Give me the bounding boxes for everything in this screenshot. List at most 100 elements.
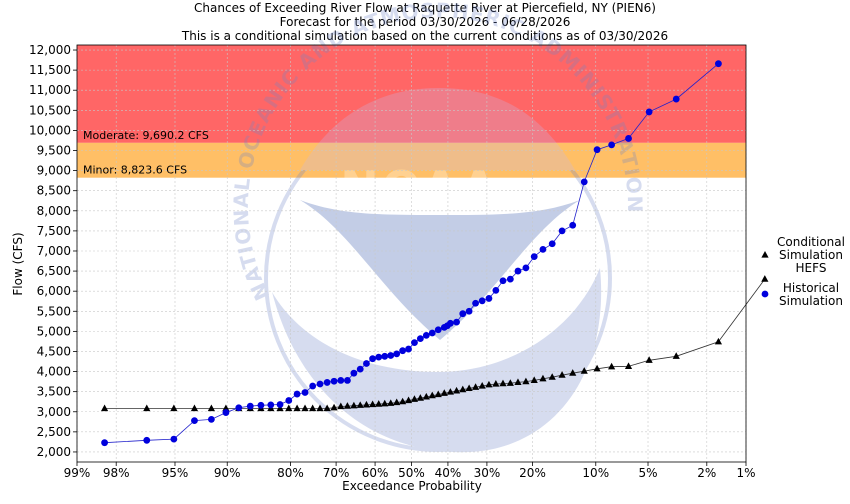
data-point bbox=[428, 329, 436, 337]
data-point bbox=[440, 389, 448, 396]
data-point bbox=[293, 390, 301, 398]
legend-label-conditional-simulation-hefs: HEFS bbox=[796, 261, 827, 275]
data-point bbox=[715, 60, 722, 68]
y-tick-label: 8,000 bbox=[37, 204, 71, 218]
chart-title-line-2: Forecast for the period 03/30/2026 - 06/… bbox=[280, 15, 571, 29]
y-tick-label: 12,000 bbox=[29, 43, 71, 57]
data-point bbox=[375, 400, 383, 407]
data-point bbox=[285, 397, 293, 404]
data-point bbox=[411, 339, 418, 347]
y-tick-label: 4,000 bbox=[37, 365, 71, 379]
watermark-gull-icon bbox=[300, 200, 580, 340]
data-point bbox=[362, 400, 371, 408]
data-point bbox=[608, 141, 616, 149]
data-point bbox=[337, 377, 345, 384]
data-point bbox=[714, 337, 723, 345]
y-tick-label: 11,000 bbox=[29, 83, 71, 97]
data-point bbox=[381, 399, 389, 407]
data-point bbox=[143, 404, 151, 412]
data-point bbox=[485, 295, 493, 302]
data-point bbox=[143, 436, 151, 444]
y-tick-label: 5,000 bbox=[37, 324, 71, 338]
y-tick-label: 7,000 bbox=[37, 244, 71, 258]
data-point bbox=[625, 135, 632, 142]
data-point bbox=[309, 382, 317, 390]
data-point bbox=[465, 307, 473, 315]
data-point bbox=[387, 352, 395, 359]
y-tick-label: 9,500 bbox=[37, 144, 71, 158]
data-point bbox=[672, 95, 680, 103]
data-point bbox=[405, 345, 412, 353]
data-point bbox=[530, 376, 538, 384]
data-point bbox=[222, 404, 230, 412]
x-tick-label: 40% bbox=[435, 466, 462, 480]
flood-stage-labels: Moderate: 9,690.2 CFS Minor: 8,823.6 CFS bbox=[83, 129, 209, 177]
data-point bbox=[539, 245, 547, 253]
data-point bbox=[369, 400, 377, 408]
data-point bbox=[446, 388, 454, 395]
data-point bbox=[369, 355, 377, 363]
data-point bbox=[422, 331, 430, 339]
x-tick-label: 98% bbox=[103, 466, 130, 480]
legend-label-historical-simulation: Historical bbox=[783, 281, 839, 295]
legend-label-historical-simulation: Simulation bbox=[779, 294, 843, 308]
data-point bbox=[506, 275, 514, 283]
data-point bbox=[478, 382, 486, 389]
data-point bbox=[100, 404, 109, 412]
data-point bbox=[593, 146, 601, 154]
data-point bbox=[514, 267, 522, 275]
data-point bbox=[301, 404, 309, 412]
data-point bbox=[593, 364, 601, 372]
data-point bbox=[323, 379, 331, 386]
chart-title-line-1: Chances of Exceeding River Flow at Raque… bbox=[194, 1, 656, 15]
x-tick-label: 10% bbox=[582, 466, 609, 480]
data-point bbox=[580, 367, 588, 374]
data-point bbox=[375, 353, 383, 361]
data-point bbox=[399, 347, 407, 355]
x-tick-label: 99% bbox=[64, 466, 91, 480]
y-tick-label: 5,500 bbox=[37, 304, 71, 318]
x-tick-label: 20% bbox=[519, 466, 546, 480]
data-point bbox=[446, 319, 454, 327]
data-point bbox=[399, 397, 407, 405]
data-point bbox=[191, 417, 198, 425]
x-tick-label: 5% bbox=[638, 466, 657, 480]
y-tick-label: 3,000 bbox=[37, 405, 71, 419]
band-minor bbox=[77, 142, 746, 178]
data-point bbox=[548, 240, 556, 248]
data-point bbox=[276, 401, 284, 408]
y-tick-label: 7,500 bbox=[37, 224, 71, 238]
data-point bbox=[453, 318, 460, 326]
x-tick-label: 95% bbox=[162, 466, 189, 480]
data-point bbox=[624, 362, 633, 369]
series-historical-simulation bbox=[101, 60, 722, 447]
data-point bbox=[569, 221, 577, 229]
y-tick-label: 6,500 bbox=[37, 264, 71, 278]
data-point bbox=[101, 439, 108, 447]
data-point bbox=[337, 402, 345, 410]
data-point bbox=[569, 369, 577, 376]
data-point bbox=[323, 404, 331, 412]
data-point bbox=[301, 389, 309, 396]
x-tick-label: 30% bbox=[474, 466, 501, 480]
data-point bbox=[207, 404, 215, 412]
data-point bbox=[416, 335, 424, 343]
data-point bbox=[285, 404, 293, 412]
y-tick-label: 6,000 bbox=[37, 284, 71, 298]
data-point bbox=[363, 360, 370, 367]
data-point bbox=[459, 385, 467, 393]
y-tick-label: 9,000 bbox=[37, 164, 71, 178]
data-point bbox=[522, 264, 530, 272]
data-point bbox=[492, 380, 500, 387]
data-point bbox=[309, 404, 317, 412]
legend: ConditionalSimulationHEFSHistoricalSimul… bbox=[761, 235, 845, 308]
data-point bbox=[350, 401, 358, 409]
legend-marker-conditional-simulation-hefs bbox=[761, 251, 769, 258]
data-point bbox=[548, 373, 556, 380]
data-point bbox=[330, 403, 338, 411]
data-point bbox=[410, 395, 419, 402]
data-point bbox=[316, 380, 324, 388]
y-tick-label: 11,500 bbox=[29, 63, 71, 77]
data-point bbox=[387, 399, 395, 406]
